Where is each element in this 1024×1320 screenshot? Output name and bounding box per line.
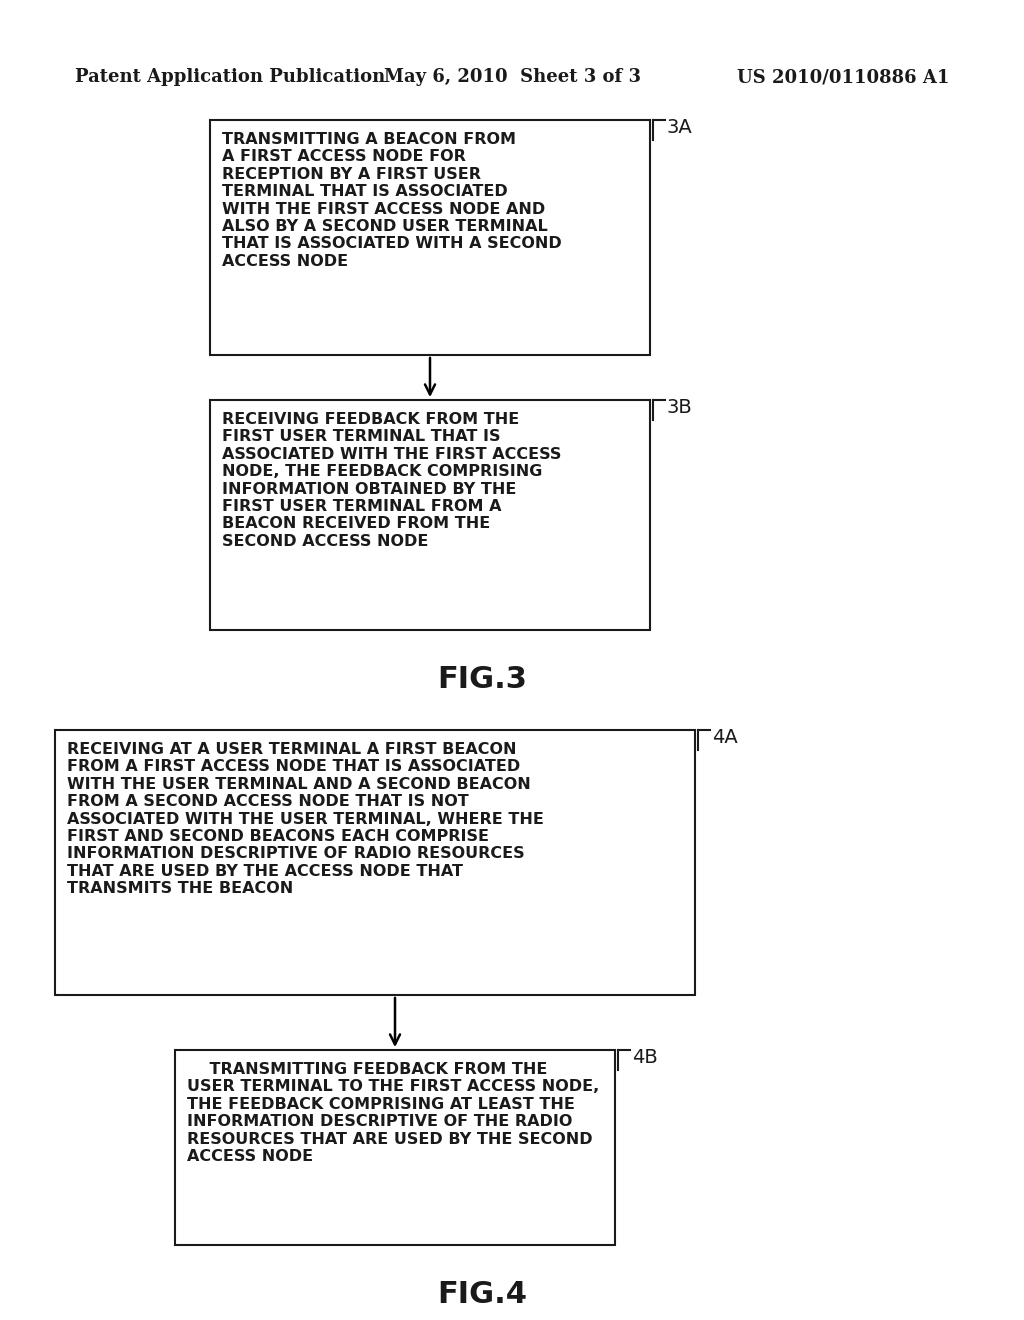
Bar — [55, 730, 695, 995]
Text: 3A: 3A — [667, 117, 693, 137]
Text: 3B: 3B — [667, 399, 693, 417]
Bar — [210, 400, 650, 630]
Text: TRANSMITTING A BEACON FROM
A FIRST ACCESS NODE FOR
RECEPTION BY A FIRST USER
TER: TRANSMITTING A BEACON FROM A FIRST ACCES… — [222, 132, 562, 269]
Bar — [210, 120, 650, 355]
Text: US 2010/0110886 A1: US 2010/0110886 A1 — [736, 69, 949, 86]
Text: May 6, 2010  Sheet 3 of 3: May 6, 2010 Sheet 3 of 3 — [384, 69, 640, 86]
Text: FIG.3: FIG.3 — [437, 665, 527, 694]
Bar — [175, 1049, 615, 1245]
Text: 4B: 4B — [632, 1048, 657, 1067]
Text: RECEIVING AT A USER TERMINAL A FIRST BEACON
FROM A FIRST ACCESS NODE THAT IS ASS: RECEIVING AT A USER TERMINAL A FIRST BEA… — [67, 742, 544, 896]
Text: FIG.4: FIG.4 — [437, 1280, 527, 1309]
Text: 4A: 4A — [712, 729, 737, 747]
Text: TRANSMITTING FEEDBACK FROM THE
USER TERMINAL TO THE FIRST ACCESS NODE,
THE FEEDB: TRANSMITTING FEEDBACK FROM THE USER TERM… — [187, 1063, 599, 1164]
Text: RECEIVING FEEDBACK FROM THE
FIRST USER TERMINAL THAT IS
ASSOCIATED WITH THE FIRS: RECEIVING FEEDBACK FROM THE FIRST USER T… — [222, 412, 561, 549]
Text: Patent Application Publication: Patent Application Publication — [75, 69, 385, 86]
